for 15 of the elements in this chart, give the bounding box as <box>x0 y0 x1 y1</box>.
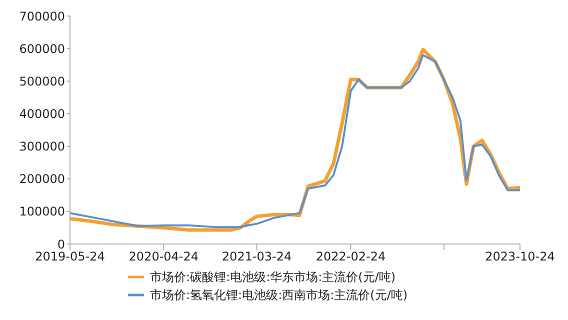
y-tick-label: 400000 <box>19 106 65 121</box>
x-tick-label: 2023-10-24 <box>485 250 555 264</box>
y-tick-label: 200000 <box>19 172 65 186</box>
x-tick-label: 2021-03-24 <box>222 250 292 264</box>
legend-label: 市场价:氢氧化锂:电池级:西南市场:主流价(元/吨) <box>150 287 408 304</box>
y-tick-label: 100000 <box>19 204 65 219</box>
x-tick-label: 2022-02-24 <box>316 250 386 264</box>
y-tick-label: 700000 <box>19 9 65 24</box>
y-tick-label: 600000 <box>19 42 65 56</box>
x-tick-label: 2020-04-24 <box>128 250 199 264</box>
y-tick-label: 500000 <box>19 74 65 88</box>
legend-label: 市场价:碳酸锂:电池级:华东市场:主流价(元/吨) <box>150 269 396 286</box>
y-tick-label: 300000 <box>19 140 65 154</box>
y-tick-label: 0 <box>57 237 65 252</box>
x-tick-label: 2019-05-24 <box>35 250 105 264</box>
